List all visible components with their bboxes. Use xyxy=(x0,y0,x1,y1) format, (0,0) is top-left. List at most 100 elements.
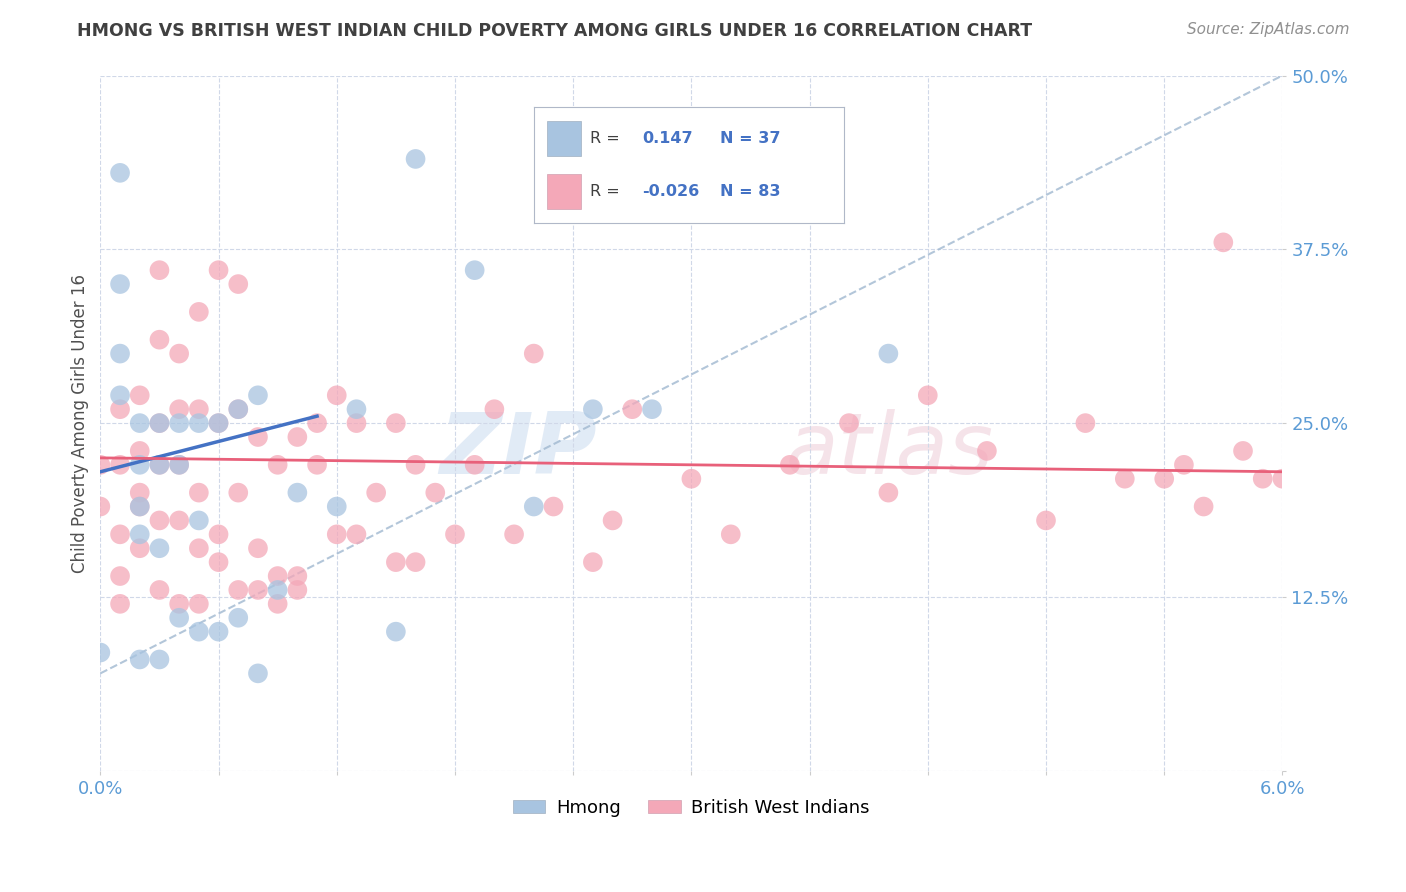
Point xyxy=(246,582,269,597)
Point xyxy=(285,430,308,444)
Point xyxy=(128,541,150,556)
Point xyxy=(207,416,229,430)
Point xyxy=(326,388,349,402)
Bar xyxy=(547,121,581,156)
Point xyxy=(346,416,368,430)
Point xyxy=(108,458,131,472)
Point xyxy=(207,527,229,541)
Point xyxy=(681,472,703,486)
Text: 0.147: 0.147 xyxy=(643,131,693,146)
Point xyxy=(1251,472,1274,486)
Point xyxy=(108,388,131,402)
Point xyxy=(226,402,249,417)
Point xyxy=(266,582,288,597)
Point xyxy=(484,402,506,417)
Point xyxy=(307,458,329,472)
Point xyxy=(385,555,408,569)
Text: ZIP: ZIP xyxy=(439,409,596,492)
Point xyxy=(108,402,131,417)
Text: -0.026: -0.026 xyxy=(643,184,700,199)
Point xyxy=(405,555,427,569)
Point xyxy=(207,624,229,639)
Point xyxy=(976,444,998,458)
Point xyxy=(207,416,229,430)
Point xyxy=(464,263,486,277)
Point xyxy=(917,388,939,402)
Point xyxy=(187,513,209,527)
Point xyxy=(523,500,546,514)
Point xyxy=(1074,416,1097,430)
Point xyxy=(187,305,209,319)
Point xyxy=(285,569,308,583)
Point xyxy=(266,458,288,472)
Point xyxy=(582,555,605,569)
Point xyxy=(167,458,190,472)
Point xyxy=(128,485,150,500)
Point xyxy=(89,458,111,472)
Point xyxy=(246,388,269,402)
Point xyxy=(148,333,170,347)
Point xyxy=(641,402,664,417)
Point xyxy=(148,541,170,556)
Point xyxy=(1173,458,1195,472)
Point xyxy=(167,458,190,472)
Point xyxy=(108,597,131,611)
Point xyxy=(266,569,288,583)
Point xyxy=(89,646,111,660)
Point xyxy=(226,402,249,417)
Point xyxy=(405,152,427,166)
Point xyxy=(246,666,269,681)
Point xyxy=(877,346,900,360)
Point xyxy=(167,416,190,430)
Point xyxy=(148,263,170,277)
Point xyxy=(207,555,229,569)
Point xyxy=(246,541,269,556)
Point xyxy=(167,346,190,360)
Point xyxy=(543,500,565,514)
Point xyxy=(148,416,170,430)
Text: HMONG VS BRITISH WEST INDIAN CHILD POVERTY AMONG GIRLS UNDER 16 CORRELATION CHAR: HMONG VS BRITISH WEST INDIAN CHILD POVER… xyxy=(77,22,1032,40)
Point xyxy=(187,402,209,417)
Point xyxy=(108,166,131,180)
Point xyxy=(148,458,170,472)
Point xyxy=(187,541,209,556)
Point xyxy=(128,458,150,472)
Text: R =: R = xyxy=(591,131,620,146)
Text: atlas: atlas xyxy=(786,409,994,492)
Point xyxy=(148,652,170,666)
Point xyxy=(366,485,388,500)
Point xyxy=(503,527,526,541)
Point xyxy=(1212,235,1234,250)
Text: N = 83: N = 83 xyxy=(720,184,780,199)
Point xyxy=(1035,513,1057,527)
Point xyxy=(444,527,467,541)
Point xyxy=(128,500,150,514)
Point xyxy=(307,416,329,430)
Text: N = 37: N = 37 xyxy=(720,131,780,146)
Point xyxy=(1232,444,1254,458)
Point xyxy=(148,416,170,430)
Point xyxy=(226,277,249,291)
Text: Source: ZipAtlas.com: Source: ZipAtlas.com xyxy=(1187,22,1350,37)
Point xyxy=(1271,472,1294,486)
Point xyxy=(148,513,170,527)
Point xyxy=(621,402,644,417)
Y-axis label: Child Poverty Among Girls Under 16: Child Poverty Among Girls Under 16 xyxy=(72,274,89,573)
Point xyxy=(523,346,546,360)
Point xyxy=(877,485,900,500)
Point xyxy=(425,485,447,500)
Point xyxy=(720,527,742,541)
Point xyxy=(207,263,229,277)
Point xyxy=(385,416,408,430)
Point xyxy=(346,527,368,541)
Point xyxy=(1114,472,1136,486)
Point xyxy=(128,500,150,514)
Point xyxy=(326,500,349,514)
Point xyxy=(226,611,249,625)
Point xyxy=(246,430,269,444)
Point xyxy=(838,416,860,430)
Point xyxy=(108,527,131,541)
Point xyxy=(405,458,427,472)
Point xyxy=(187,416,209,430)
Legend: Hmong, British West Indians: Hmong, British West Indians xyxy=(506,792,877,824)
